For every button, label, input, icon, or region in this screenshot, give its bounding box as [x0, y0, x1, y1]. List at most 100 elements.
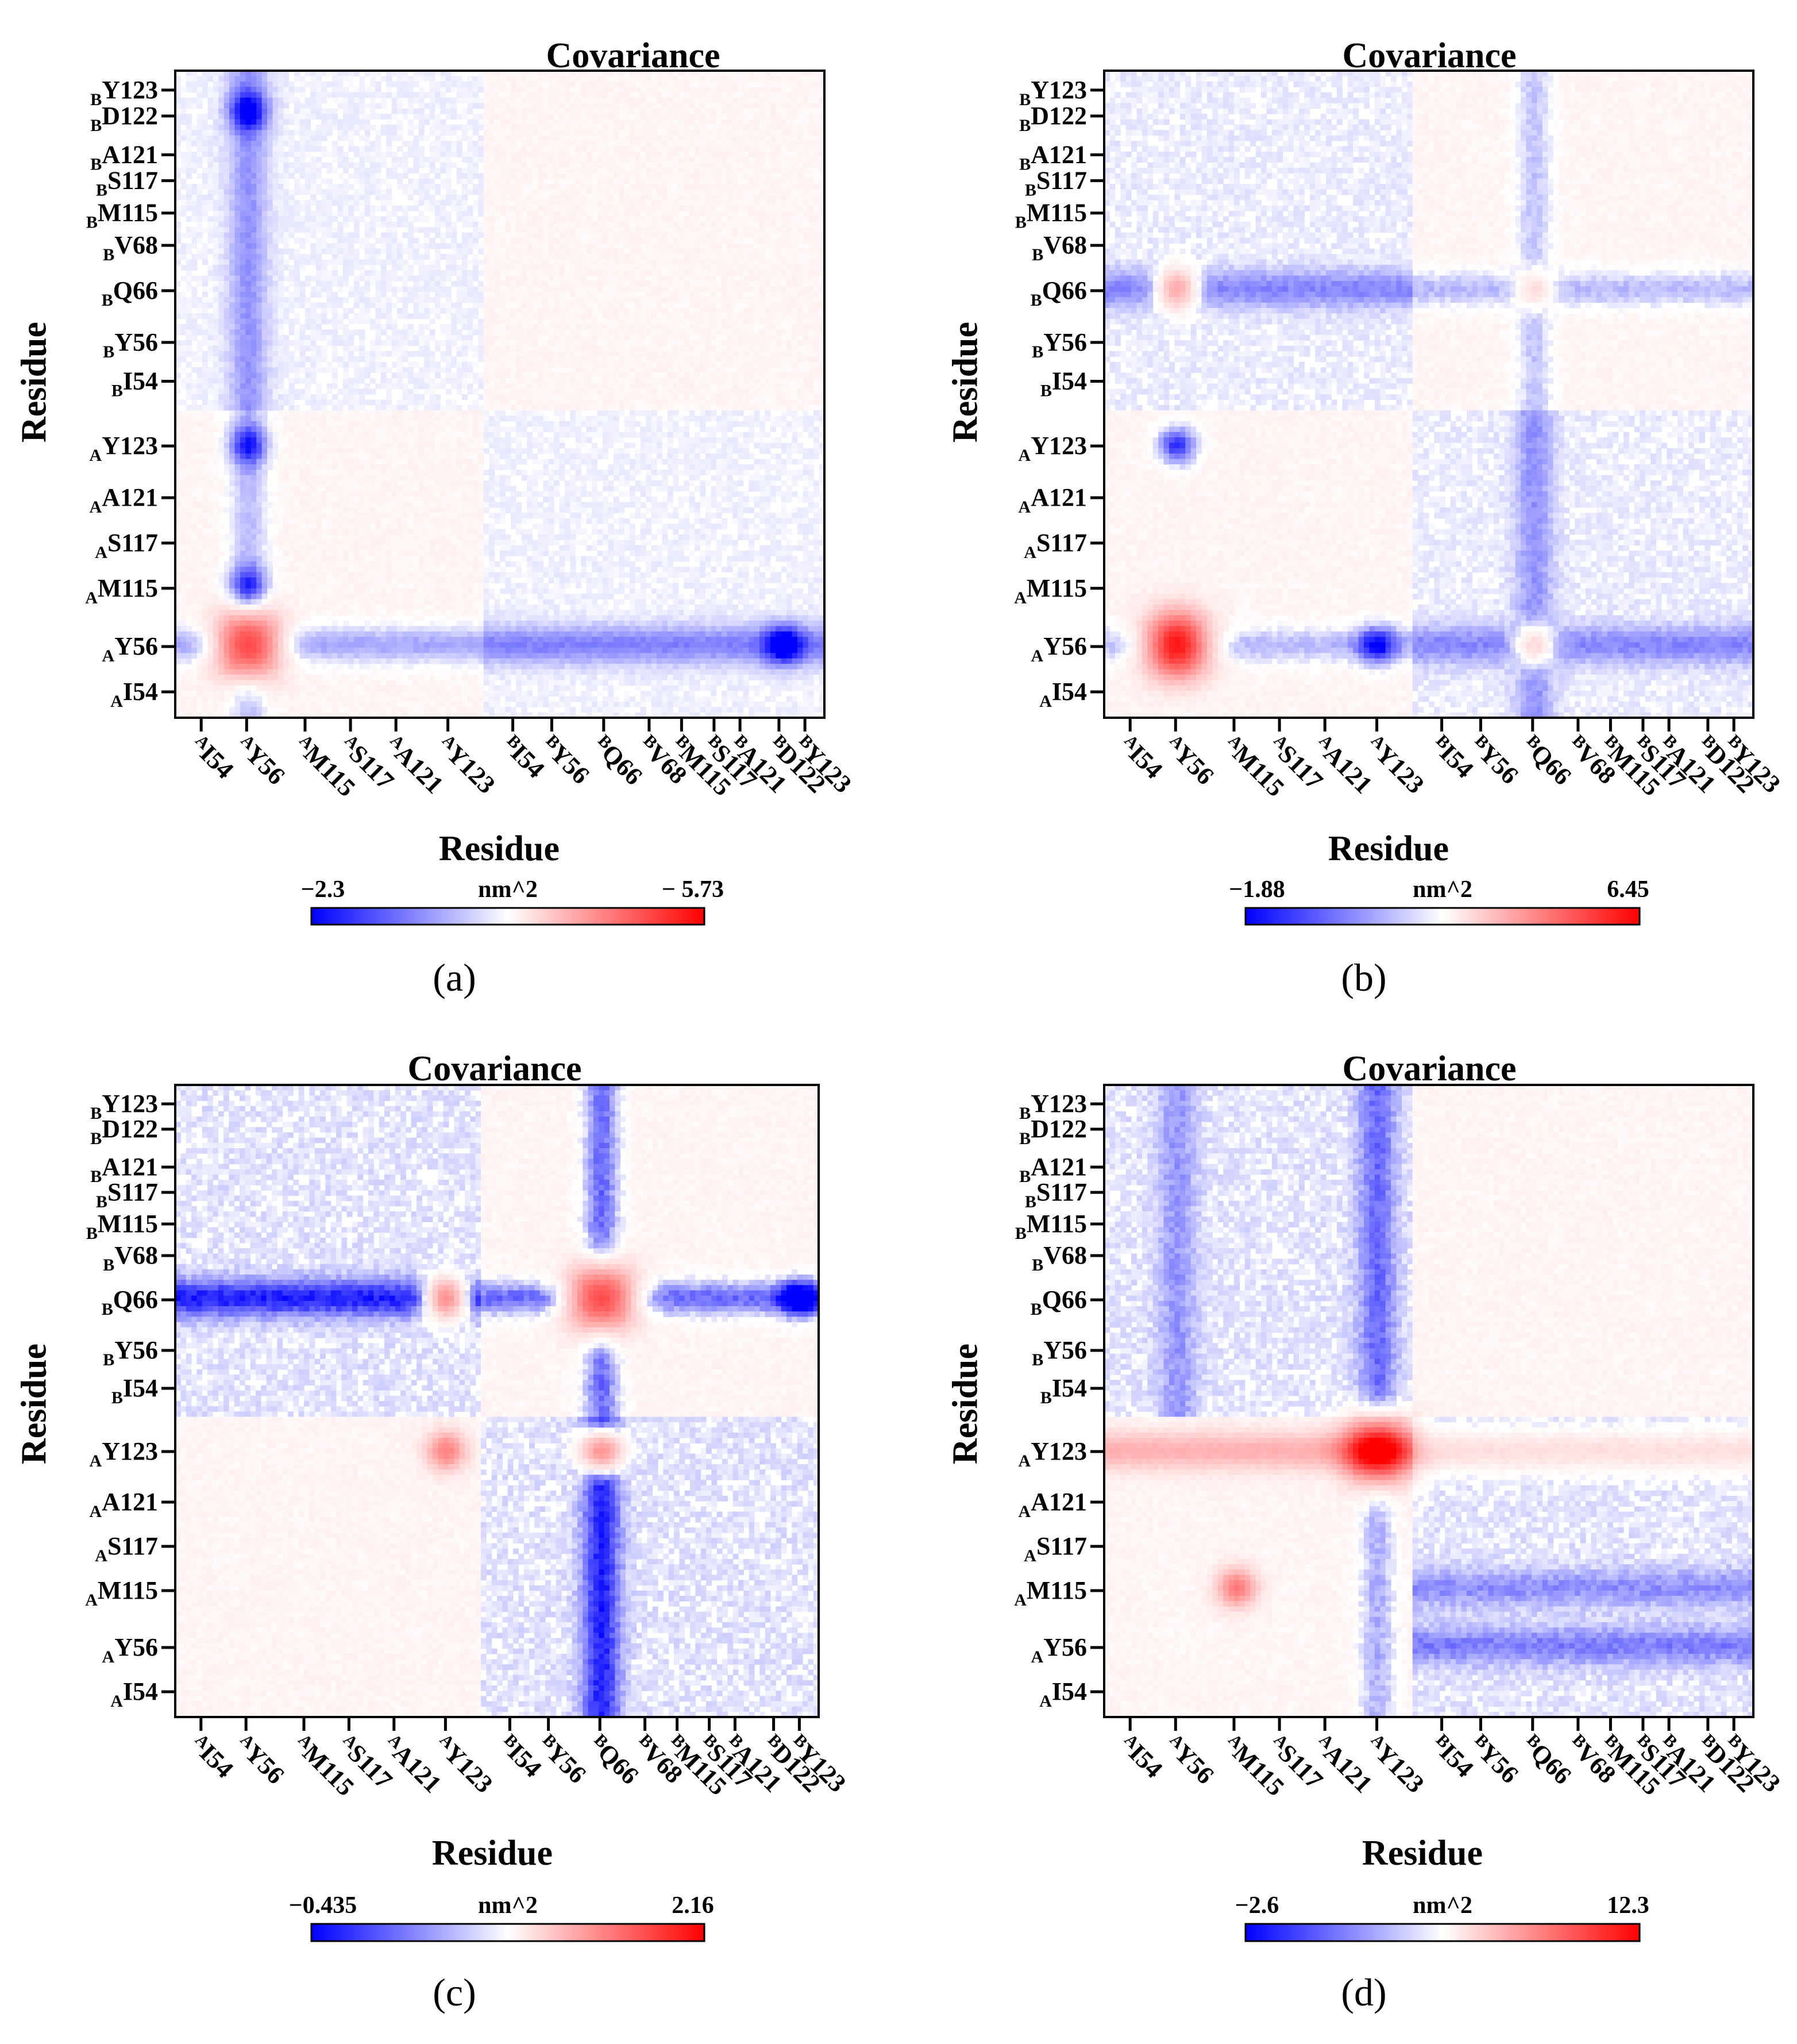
- heatmap-cell: [608, 254, 614, 260]
- heatmap-cell: [229, 167, 236, 174]
- heatmap-cell: [386, 119, 392, 125]
- heatmap-cell: [418, 71, 425, 76]
- heatmap-cell: [483, 114, 489, 120]
- heatmap-cell: [759, 130, 766, 136]
- heatmap-cell: [483, 146, 489, 152]
- heatmap-cell: [380, 270, 387, 276]
- heatmap-cell: [359, 178, 365, 184]
- heatmap-cell: [630, 87, 636, 93]
- heatmap-cell: [483, 76, 489, 82]
- heatmap-cell: [695, 140, 701, 147]
- heatmap-cell: [218, 114, 225, 120]
- heatmap-cell: [245, 200, 252, 206]
- heatmap-cell: [770, 103, 776, 109]
- heatmap-cell: [483, 184, 489, 190]
- heatmap-cell: [364, 227, 371, 233]
- heatmap-cell: [521, 307, 527, 314]
- heatmap-cell: [667, 97, 673, 103]
- heatmap-cell: [575, 275, 581, 282]
- heatmap-cell: [657, 87, 663, 93]
- heatmap-cell: [261, 76, 268, 82]
- heatmap-cell: [305, 130, 311, 136]
- heatmap-cell: [402, 173, 408, 179]
- heatmap-cell: [754, 173, 760, 179]
- heatmap-cell: [305, 216, 311, 222]
- heatmap-cell: [213, 221, 219, 228]
- heatmap-cell: [375, 297, 381, 303]
- heatmap-cell: [305, 275, 311, 282]
- heatmap-cell: [489, 92, 495, 98]
- heatmap-cell: [510, 237, 516, 244]
- heatmap-cell: [207, 173, 214, 179]
- heatmap-cell: [353, 178, 360, 184]
- heatmap-cell: [711, 114, 717, 120]
- heatmap-cell: [375, 151, 381, 157]
- heatmap-cell: [213, 108, 219, 114]
- heatmap-cell: [727, 189, 733, 195]
- heatmap-cell: [429, 280, 435, 287]
- heatmap-cell: [640, 200, 646, 206]
- heatmap-cell: [581, 210, 587, 217]
- heatmap-cell: [191, 297, 198, 303]
- heatmap-cell: [440, 280, 446, 287]
- heatmap-cell: [510, 76, 516, 82]
- heatmap-cell: [440, 124, 446, 130]
- heatmap-cell: [559, 227, 565, 233]
- heatmap-cell: [716, 97, 722, 103]
- heatmap-cell: [386, 259, 392, 265]
- heatmap-cell: [348, 119, 354, 125]
- heatmap-cell: [770, 178, 776, 184]
- heatmap-cell: [332, 210, 338, 217]
- heatmap-cell: [581, 264, 587, 271]
- heatmap-cell: [445, 286, 452, 292]
- heatmap-cell: [424, 184, 430, 190]
- heatmap-cell: [288, 140, 295, 147]
- heatmap-cell: [608, 130, 614, 136]
- heatmap-cell: [630, 194, 636, 201]
- heatmap-cell: [738, 140, 744, 147]
- heatmap-cell: [537, 227, 543, 233]
- heatmap-cell: [418, 151, 425, 157]
- heatmap-cell: [456, 194, 462, 201]
- heatmap-cell: [175, 173, 182, 179]
- heatmap-cell: [770, 87, 776, 93]
- heatmap-cell: [770, 167, 776, 174]
- heatmap-cell: [759, 243, 766, 249]
- heatmap-cell: [218, 173, 225, 179]
- heatmap-cell: [813, 119, 820, 125]
- heatmap-cell: [277, 124, 284, 130]
- heatmap-cell: [695, 103, 701, 109]
- heatmap-cell: [619, 76, 625, 82]
- heatmap-cell: [640, 291, 646, 298]
- heatmap-cell: [738, 221, 744, 228]
- heatmap-cell: [776, 194, 782, 201]
- heatmap-cell: [240, 313, 246, 320]
- heatmap-cell: [597, 167, 603, 174]
- heatmap-cell: [662, 92, 668, 98]
- heatmap-cell: [797, 135, 803, 141]
- heatmap-cell: [315, 248, 322, 255]
- heatmap-cell: [624, 162, 630, 168]
- heatmap-cell: [548, 254, 554, 260]
- heatmap-cell: [429, 194, 435, 201]
- heatmap-cell: [711, 210, 717, 217]
- heatmap-cell: [429, 259, 435, 265]
- heatmap-cell: [288, 135, 295, 141]
- heatmap-cell: [759, 178, 766, 184]
- heatmap-cell: [765, 167, 771, 174]
- heatmap-cell: [288, 291, 295, 298]
- heatmap-cell: [586, 178, 592, 184]
- heatmap-cell: [624, 146, 630, 152]
- heatmap-cell: [445, 297, 452, 303]
- heatmap-cell: [505, 92, 511, 98]
- heatmap-cell: [505, 227, 511, 233]
- heatmap-cell: [684, 119, 690, 125]
- heatmap-cell: [673, 264, 679, 271]
- heatmap-cell: [234, 189, 241, 195]
- heatmap-cell: [348, 140, 354, 147]
- heatmap-cell: [813, 140, 820, 147]
- heatmap-cell: [364, 210, 371, 217]
- heatmap-cell: [624, 92, 630, 98]
- heatmap-cell: [651, 92, 657, 98]
- heatmap-cell: [743, 307, 749, 314]
